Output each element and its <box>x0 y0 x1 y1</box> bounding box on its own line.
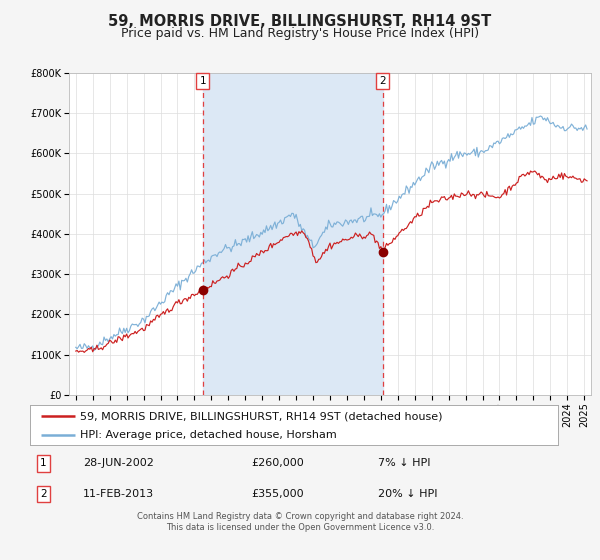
Text: Price paid vs. HM Land Registry's House Price Index (HPI): Price paid vs. HM Land Registry's House … <box>121 27 479 40</box>
Text: 7% ↓ HPI: 7% ↓ HPI <box>379 459 431 468</box>
Bar <box>203 73 383 395</box>
Text: 20% ↓ HPI: 20% ↓ HPI <box>379 489 438 499</box>
Text: Contains HM Land Registry data © Crown copyright and database right 2024.
This d: Contains HM Land Registry data © Crown c… <box>137 512 463 532</box>
Text: £355,000: £355,000 <box>252 489 304 499</box>
Text: 11-FEB-2013: 11-FEB-2013 <box>83 489 154 499</box>
Text: 59, MORRIS DRIVE, BILLINGSHURST, RH14 9ST: 59, MORRIS DRIVE, BILLINGSHURST, RH14 9S… <box>109 14 491 29</box>
Text: 2: 2 <box>379 76 386 86</box>
Text: 59, MORRIS DRIVE, BILLINGSHURST, RH14 9ST (detached house): 59, MORRIS DRIVE, BILLINGSHURST, RH14 9S… <box>80 411 443 421</box>
Text: 1: 1 <box>199 76 206 86</box>
Text: HPI: Average price, detached house, Horsham: HPI: Average price, detached house, Hors… <box>80 430 337 440</box>
Text: 1: 1 <box>40 459 47 468</box>
Text: 28-JUN-2002: 28-JUN-2002 <box>83 459 154 468</box>
Text: 2: 2 <box>40 489 47 499</box>
Text: £260,000: £260,000 <box>252 459 305 468</box>
